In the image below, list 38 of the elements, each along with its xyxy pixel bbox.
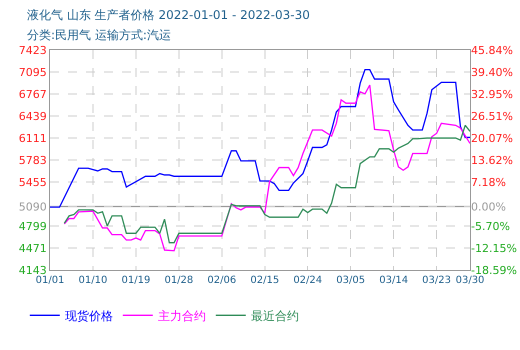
x-tick-label: 02/06 [207, 275, 236, 286]
chart-subtitle: 分类:民用气 运输方式:汽运 [27, 28, 171, 42]
x-tick-label: 01/01 [36, 275, 64, 286]
y-tick-label: 5090 [18, 200, 47, 214]
legend-label: 最近合约 [250, 308, 299, 323]
x-tick-label: 01/28 [164, 275, 194, 286]
y-tick-label: 5783 [18, 154, 47, 167]
y-tick-label: 7095 [18, 66, 47, 79]
y-tick-label: 6111 [18, 132, 47, 145]
y-tick-label: 4143 [18, 264, 47, 277]
y-tick-label: 4471 [18, 242, 47, 255]
y2-tick-label: 7.18% [471, 176, 506, 189]
x-tick-label: 03/05 [336, 275, 366, 286]
y-tick-label: 6767 [18, 88, 47, 101]
x-tick-label: 03/30 [456, 275, 484, 286]
y2-tick-label: -18.59% [471, 264, 517, 277]
y2-tick-label: -5.70% [471, 220, 510, 233]
y2-tick-label: 39.40% [471, 66, 513, 79]
y-tick-label: 5455 [18, 176, 47, 189]
x-tick-label: 02/15 [250, 275, 280, 286]
y2-tick-label: 13.62% [471, 154, 513, 167]
legend-label: 现货价格 [64, 308, 113, 323]
x-tick-label: 03/14 [379, 275, 408, 286]
y2-tick-label: 45.84% [471, 44, 513, 57]
x-tick-label: 01/19 [121, 275, 150, 286]
y-tick-label: 4799 [18, 220, 47, 233]
y2-tick-label: 20.07% [471, 132, 513, 145]
x-tick-label: 01/10 [78, 275, 108, 286]
y-tick-label: 6439 [18, 110, 47, 123]
y2-tick-label: 26.51% [471, 110, 513, 123]
x-tick-label: 02/24 [293, 275, 322, 286]
y2-tick-label: 32.95% [471, 88, 513, 101]
chart-title: 液化气 山东 生产者价格 2022-01-01 - 2022-03-30 [27, 8, 310, 22]
legend-label: 主力合约 [158, 308, 206, 323]
y2-tick-label: 0.00% [471, 200, 506, 214]
y2-tick-label: -12.15% [471, 242, 517, 255]
y-tick-label: 7423 [18, 44, 47, 57]
x-tick-label: 03/23 [422, 275, 452, 286]
